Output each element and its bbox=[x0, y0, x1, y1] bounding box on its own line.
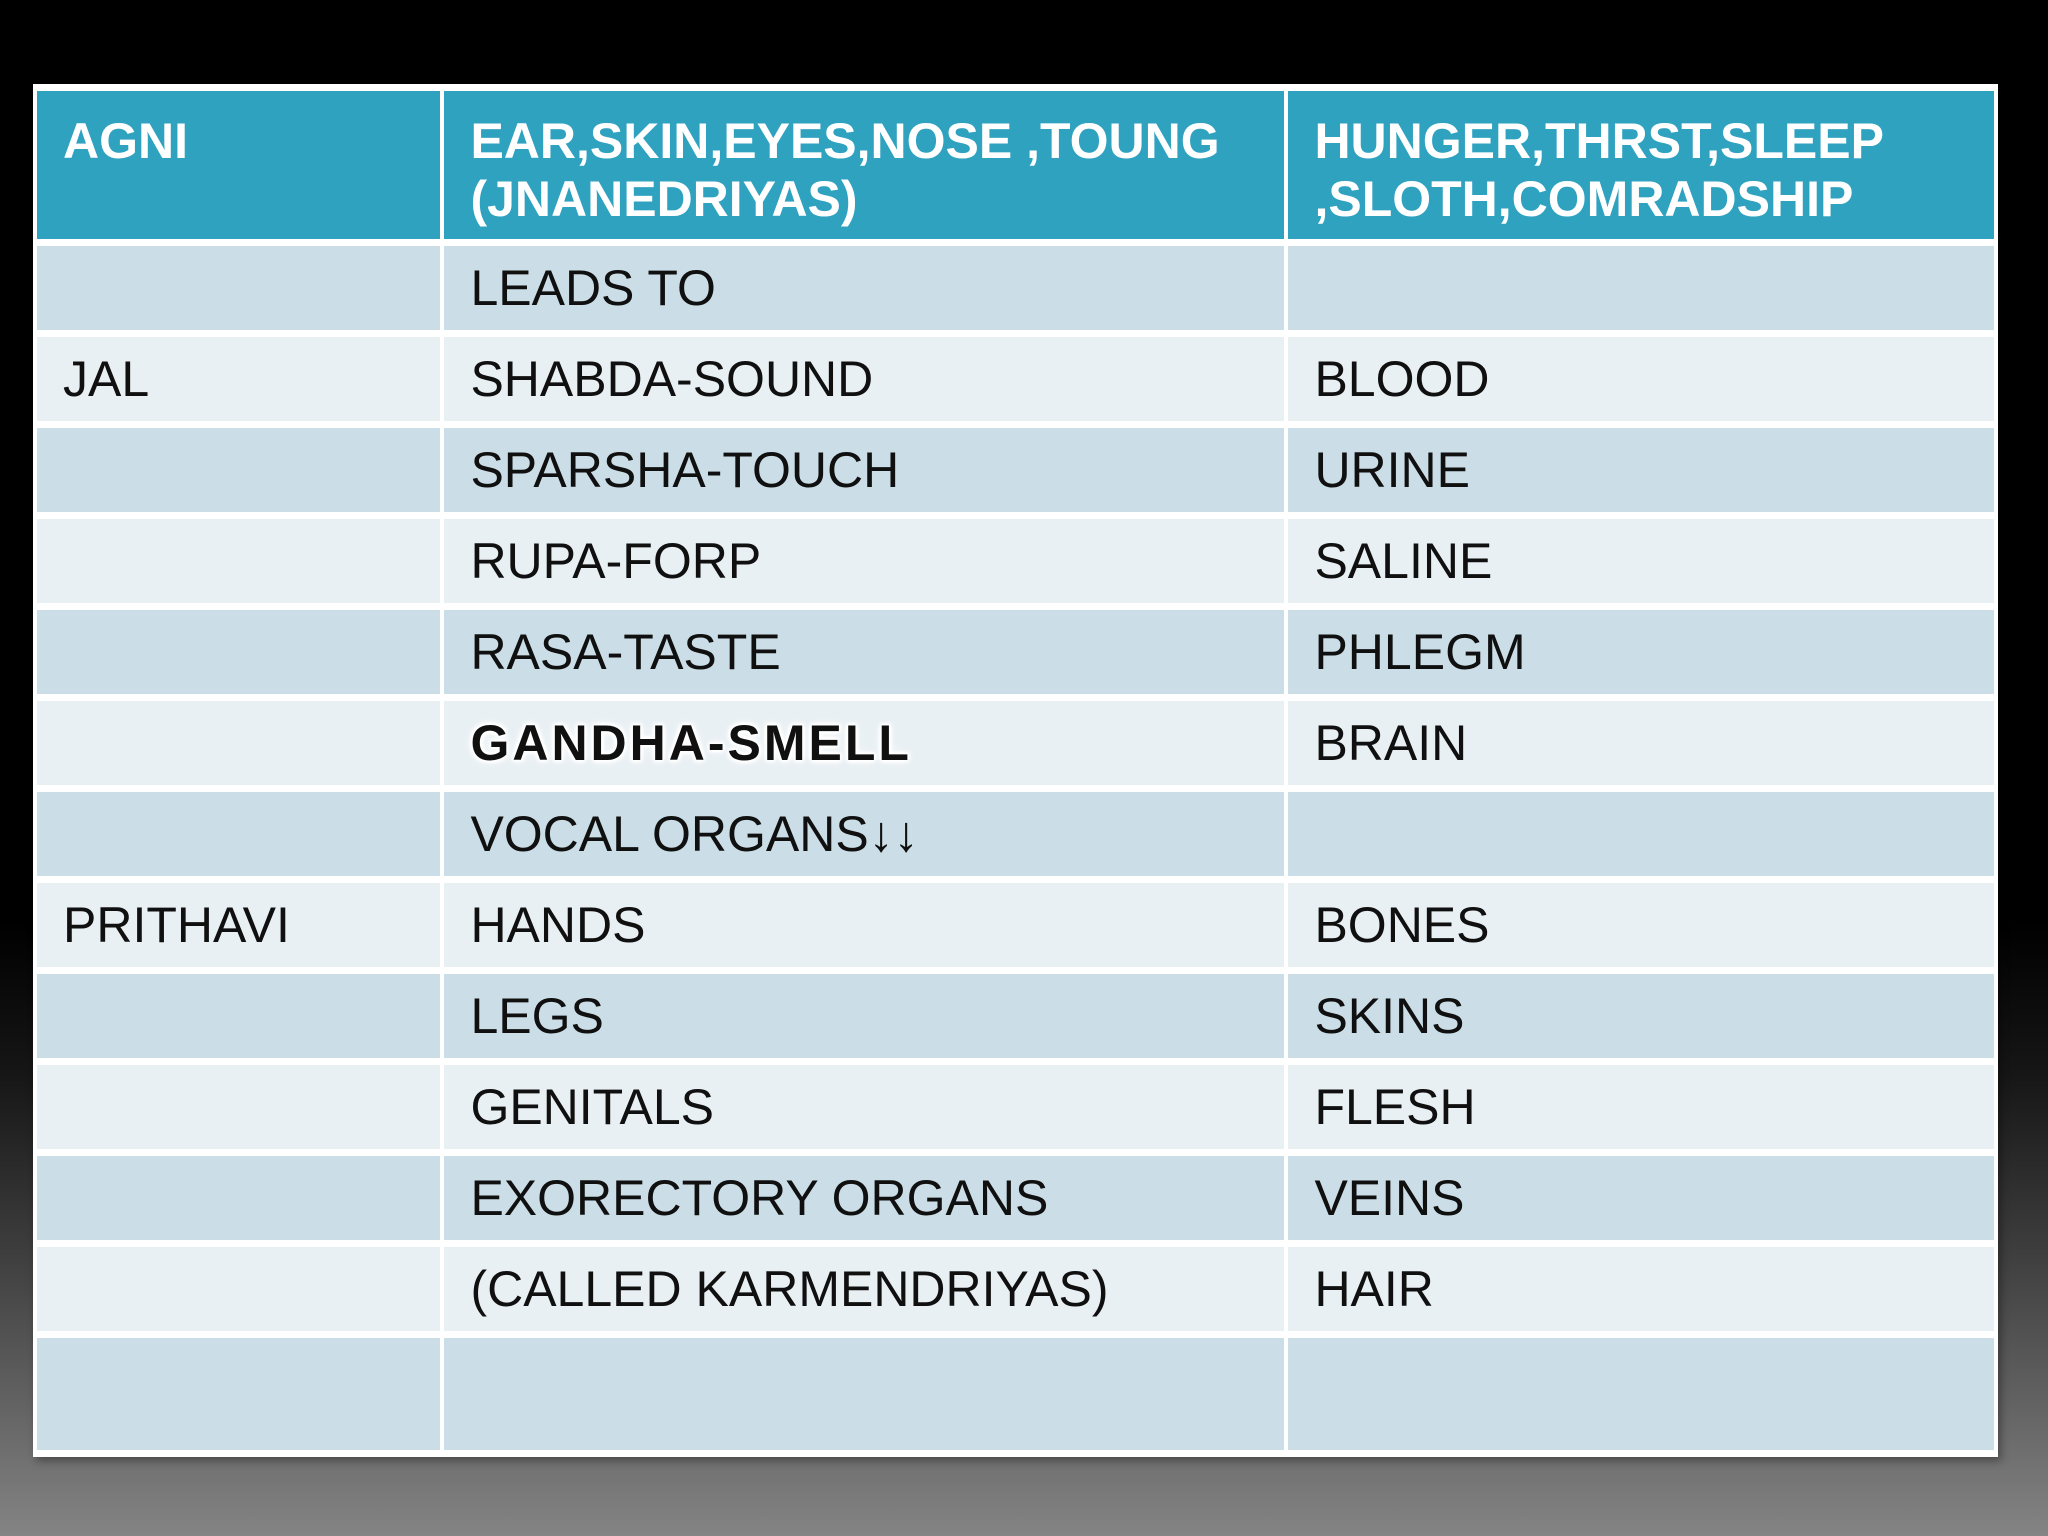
table-cell: PRITHAVI bbox=[37, 883, 441, 967]
table-cell: HANDS bbox=[444, 883, 1285, 967]
table-cell: BLOOD bbox=[1288, 337, 1994, 421]
table-row-prithavi: PRITHAVI HANDS BONES bbox=[37, 883, 1994, 967]
table-cell bbox=[37, 428, 441, 512]
table-cell: URINE bbox=[1288, 428, 1994, 512]
table-cell bbox=[1288, 246, 1994, 330]
table-cell: SPARSHA-TOUCH bbox=[444, 428, 1285, 512]
table-cell bbox=[37, 974, 441, 1058]
table-row-genitals: GENITALS FLESH bbox=[37, 1065, 1994, 1149]
table-cell bbox=[37, 246, 441, 330]
table-row-empty bbox=[37, 1338, 1994, 1450]
table-cell: HAIR bbox=[1288, 1247, 1994, 1331]
table-cell bbox=[1288, 792, 1994, 876]
table-row-sparsha: SPARSHA-TOUCH URINE bbox=[37, 428, 1994, 512]
table-cell bbox=[37, 1156, 441, 1240]
table-cell: EXORECTORY ORGANS bbox=[444, 1156, 1285, 1240]
table-cell: BRAIN bbox=[1288, 701, 1994, 785]
table-row-gandha: GANDHA-SMELL BRAIN bbox=[37, 701, 1994, 785]
table-cell: FLESH bbox=[1288, 1065, 1994, 1149]
header-row: AGNI EAR,SKIN,EYES,NOSE ,TOUNG (JNANEDRI… bbox=[37, 91, 1994, 239]
table-cell bbox=[37, 1065, 441, 1149]
table-cell-gandha-smell: GANDHA-SMELL bbox=[444, 701, 1285, 785]
table-row-leads-to: LEADS TO bbox=[37, 246, 1994, 330]
data-table: AGNI EAR,SKIN,EYES,NOSE ,TOUNG (JNANEDRI… bbox=[33, 84, 1998, 1457]
table-row-jal: JAL SHABDA-SOUND BLOOD bbox=[37, 337, 1994, 421]
table-row-legs: LEGS SKINS bbox=[37, 974, 1994, 1058]
table-cell bbox=[37, 1247, 441, 1331]
table-cell: SALINE bbox=[1288, 519, 1994, 603]
table-cell bbox=[37, 610, 441, 694]
table-cell: PHLEGM bbox=[1288, 610, 1994, 694]
table-cell: GENITALS bbox=[444, 1065, 1285, 1149]
table-cell: (CALLED KARMENDRIYAS) bbox=[444, 1247, 1285, 1331]
table-row-rupa: RUPA-FORP SALINE bbox=[37, 519, 1994, 603]
table-cell: LEGS bbox=[444, 974, 1285, 1058]
table-row-exorectory: EXORECTORY ORGANS VEINS bbox=[37, 1156, 1994, 1240]
table-cell: VOCAL ORGANS↓↓ bbox=[444, 792, 1285, 876]
table-cell: RUPA-FORP bbox=[444, 519, 1285, 603]
table-row-karmendriyas: (CALLED KARMENDRIYAS) HAIR bbox=[37, 1247, 1994, 1331]
table-row-rasa: RASA-TASTE PHLEGM bbox=[37, 610, 1994, 694]
table-cell: RASA-TASTE bbox=[444, 610, 1285, 694]
table-cell bbox=[37, 1338, 441, 1450]
table-cell: JAL bbox=[37, 337, 441, 421]
table-cell bbox=[37, 792, 441, 876]
table-cell: BONES bbox=[1288, 883, 1994, 967]
header-cell-jnanedriyas: EAR,SKIN,EYES,NOSE ,TOUNG (JNANEDRIYAS) bbox=[444, 91, 1285, 239]
table-cell: LEADS TO bbox=[444, 246, 1285, 330]
header-cell-bodily-needs: HUNGER,THRST,SLEEP ,SLOTH,COMRADSHIP bbox=[1288, 91, 1994, 239]
table-cell bbox=[37, 701, 441, 785]
table-cell: VEINS bbox=[1288, 1156, 1994, 1240]
table-cell bbox=[1288, 1338, 1994, 1450]
table-cell: SHABDA-SOUND bbox=[444, 337, 1285, 421]
header-cell-agni: AGNI bbox=[37, 91, 441, 239]
table-cell bbox=[444, 1338, 1285, 1450]
table-cell: SKINS bbox=[1288, 974, 1994, 1058]
table-cell bbox=[37, 519, 441, 603]
table-row-vocal-organs: VOCAL ORGANS↓↓ bbox=[37, 792, 1994, 876]
